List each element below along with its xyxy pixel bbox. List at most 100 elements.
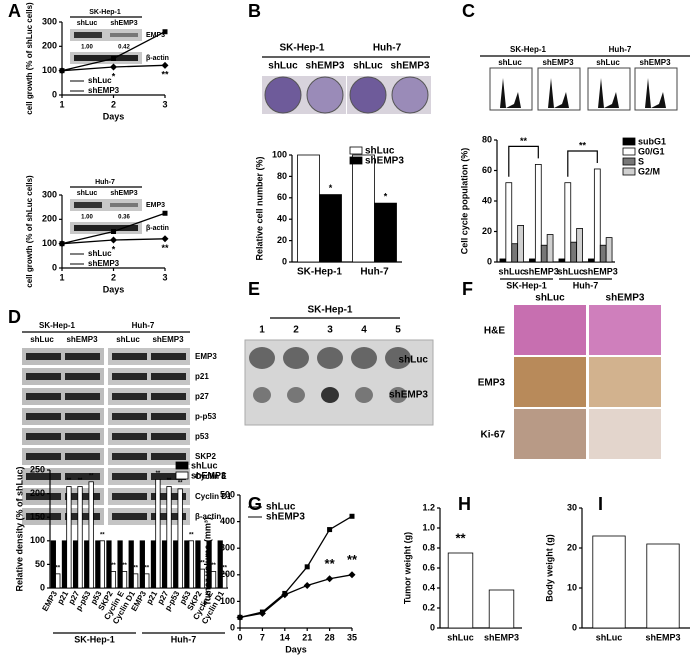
bar xyxy=(374,202,397,263)
band xyxy=(112,373,147,380)
band xyxy=(26,413,61,420)
blot xyxy=(108,388,190,405)
bar xyxy=(605,237,613,263)
label: F xyxy=(462,279,473,299)
legend-label: G0/G1 xyxy=(638,146,665,156)
bar xyxy=(155,479,161,589)
legend-label: shEMP3 xyxy=(266,512,305,523)
x-tick-label: 1 xyxy=(59,99,64,109)
band xyxy=(26,513,61,520)
legend-swatch xyxy=(622,167,636,176)
bar xyxy=(88,481,94,589)
y-axis-label: Body weight (g) xyxy=(544,534,554,602)
legend-label: shLuc xyxy=(365,146,395,157)
marker xyxy=(110,63,117,71)
label: SK-Hep-1 xyxy=(39,321,76,330)
group-label: SK-Hep-1 xyxy=(506,280,547,290)
label: ** xyxy=(178,480,183,486)
label: shLuc xyxy=(268,61,298,72)
band xyxy=(65,433,100,440)
label: 5 xyxy=(395,325,401,336)
y-tick-label: 100 xyxy=(220,596,235,606)
label: shEMP3 xyxy=(306,61,345,72)
label: 1 xyxy=(259,325,265,336)
x-tick-label: shEMP3 xyxy=(645,632,680,642)
label: H xyxy=(458,494,471,514)
label: G xyxy=(248,494,262,514)
legend-label: S xyxy=(638,156,644,166)
marker xyxy=(326,575,334,583)
tissue xyxy=(514,305,586,355)
bar xyxy=(319,194,342,263)
label: C xyxy=(462,1,475,21)
band xyxy=(65,393,100,400)
label: 0.36 xyxy=(118,215,130,221)
label: ** xyxy=(122,563,127,569)
marker xyxy=(236,613,244,621)
label: shEMP3 xyxy=(542,58,574,67)
label: shEMP3 xyxy=(110,20,137,27)
label: ** xyxy=(347,552,358,567)
y-tick-label: 0 xyxy=(572,622,577,632)
band xyxy=(26,373,61,380)
tumor xyxy=(389,387,407,403)
legend-label: shEMP3 xyxy=(88,86,120,95)
band xyxy=(151,453,186,460)
bar xyxy=(199,568,206,589)
marker xyxy=(110,236,117,244)
label: SK-Hep-1 xyxy=(307,305,352,316)
bar xyxy=(534,163,542,263)
label: SK-Hep-1 xyxy=(279,43,324,54)
label: shEMP3 xyxy=(389,390,428,401)
label: Huh-7 xyxy=(132,321,155,330)
y-axis-label: Relative density (% of shLuc) xyxy=(14,466,24,591)
bar xyxy=(177,488,183,589)
tumor xyxy=(355,387,373,403)
label: ** xyxy=(111,563,116,569)
band xyxy=(112,513,147,520)
label: EMP3 xyxy=(478,378,506,389)
bar xyxy=(206,540,212,589)
y-tick-label: 0.6 xyxy=(422,562,435,572)
x-tick-label: 7 xyxy=(260,632,265,642)
band xyxy=(26,453,61,460)
band xyxy=(65,353,100,360)
y-tick-label: 0.8 xyxy=(422,542,435,552)
y-tick-label: 0 xyxy=(430,622,435,632)
tissue xyxy=(514,409,586,459)
y-tick-label: 100 xyxy=(30,535,45,545)
bar xyxy=(576,228,583,263)
y-tick-label: 20 xyxy=(277,235,287,245)
bar xyxy=(593,168,601,263)
y-tick-label: 0 xyxy=(52,89,57,99)
label: ** xyxy=(100,532,105,538)
x-tick-label: shLuc xyxy=(498,266,525,276)
label: 1.00 xyxy=(81,45,93,51)
y-tick-label: 200 xyxy=(30,488,45,498)
bar xyxy=(217,540,223,589)
label: Huh-7 xyxy=(609,45,632,54)
blot xyxy=(108,348,190,365)
histogram-frame xyxy=(489,67,533,111)
label: Huh-7 xyxy=(373,43,402,54)
group-label: SK-Hep-1 xyxy=(74,634,115,644)
band xyxy=(112,353,147,360)
tumor xyxy=(253,387,271,403)
y-tick-label: 0 xyxy=(230,622,235,632)
bar xyxy=(161,540,168,589)
x-axis-label: Days xyxy=(103,111,125,121)
band xyxy=(151,393,186,400)
bar xyxy=(61,540,68,589)
label: Cyclin D1 xyxy=(195,492,232,501)
x-tick-label: 2 xyxy=(111,99,116,109)
label: EMP3 xyxy=(195,352,217,361)
label: p53 xyxy=(195,432,209,441)
label: 4 xyxy=(361,325,367,336)
legend-label: shLuc xyxy=(88,249,112,258)
y-tick-label: 200 xyxy=(220,569,235,579)
x-tick-label: shLuc xyxy=(596,632,623,642)
bracket xyxy=(508,145,539,177)
label: SK-Hep-1 xyxy=(510,45,547,54)
bar xyxy=(72,540,79,589)
label: p27 xyxy=(195,392,209,401)
